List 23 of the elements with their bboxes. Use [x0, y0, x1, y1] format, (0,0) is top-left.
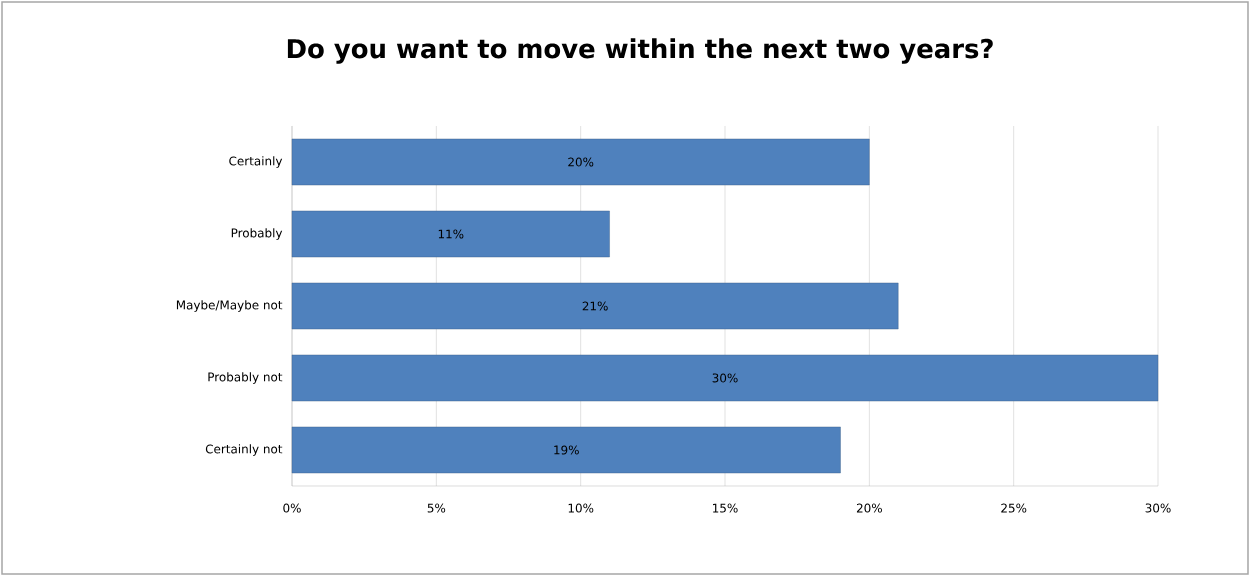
- x-tick-label: 20%: [856, 503, 882, 513]
- x-tick-label: 5%: [427, 503, 446, 513]
- data-label: 11%: [438, 229, 464, 239]
- y-tick-label: Certainly: [229, 156, 283, 168]
- x-tick-label: 15%: [713, 503, 738, 513]
- data-label: 20%: [568, 157, 594, 167]
- data-label: 30%: [712, 373, 738, 383]
- bar: [291, 354, 1159, 402]
- bar: [291, 282, 899, 330]
- bar: [291, 426, 841, 474]
- x-tick-label: 10%: [568, 503, 594, 513]
- x-tick-label: 0%: [283, 503, 301, 513]
- y-tick-label: Maybe/Maybe not: [176, 300, 283, 312]
- y-tick-label: Certainly not: [205, 444, 283, 456]
- data-label: 19%: [554, 445, 579, 455]
- data-label: 21%: [582, 301, 608, 311]
- x-tick-label: 30%: [1145, 503, 1171, 513]
- y-tick-label: Probably: [231, 228, 283, 240]
- x-tick-label: 25%: [1001, 503, 1027, 513]
- chart-title: Do you want to move within the next two years?: [287, 38, 993, 64]
- y-tick-label: Probably not: [208, 372, 283, 384]
- bar: [291, 210, 610, 258]
- bar: [291, 138, 870, 186]
